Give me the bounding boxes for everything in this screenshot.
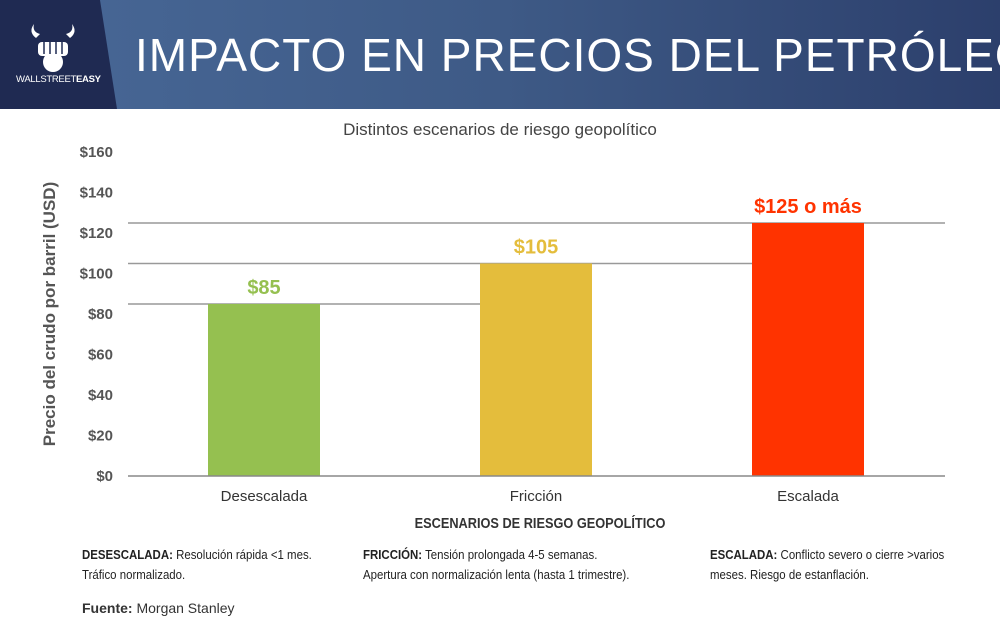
- data-label: $125 o más: [754, 196, 862, 218]
- bull-fist-icon: [31, 24, 75, 72]
- y-tick-label: $40: [88, 387, 113, 404]
- logo: WALLSTREETEASY: [0, 0, 117, 109]
- bar-desescalada: [208, 303, 320, 476]
- bar-escalada: [752, 223, 864, 476]
- data-label: $105: [514, 236, 559, 258]
- header-banner: WALLSTREETEASY IMPACTO EN PRECIOS DEL PE…: [0, 0, 1000, 109]
- chart-title: Distintos escenarios de riesgo geopolíti…: [343, 120, 657, 139]
- y-tick-label: $0: [96, 468, 113, 485]
- logo-text: WALLSTREETEASY: [16, 74, 101, 85]
- y-tick-label: $80: [88, 306, 113, 323]
- x-tick-label: Escalada: [777, 488, 839, 505]
- y-axis-label: Precio del crudo por barril (USD): [40, 182, 59, 447]
- y-tick-label: $120: [80, 225, 113, 242]
- y-tick-label: $100: [80, 266, 113, 283]
- y-tick-label: $160: [80, 144, 113, 161]
- x-axis-label: ESCENARIOS DE RIESGO GEOPOLÍTICO: [414, 515, 666, 532]
- page-title: IMPACTO EN PRECIOS DEL PETRÓLEO: [135, 29, 1000, 81]
- data-label: $85: [247, 277, 280, 299]
- note-friccion: FRICCIÓN: Tensión prolongada 4-5 semanas…: [363, 547, 630, 582]
- bar-fricción: [480, 263, 592, 476]
- note-escalada: ESCALADA: Conflicto severo o cierre >var…: [710, 547, 945, 582]
- x-tick-label: Desescalada: [221, 488, 308, 505]
- y-tick-label: $60: [88, 347, 113, 364]
- x-tick-label: Fricción: [510, 488, 563, 505]
- y-tick-label: $20: [88, 428, 113, 445]
- note-desescalada: DESESCALADA: Resolución rápida <1 mes. Tr…: [82, 547, 312, 582]
- source: Fuente: Morgan Stanley: [82, 600, 235, 616]
- y-tick-label: $140: [80, 185, 113, 202]
